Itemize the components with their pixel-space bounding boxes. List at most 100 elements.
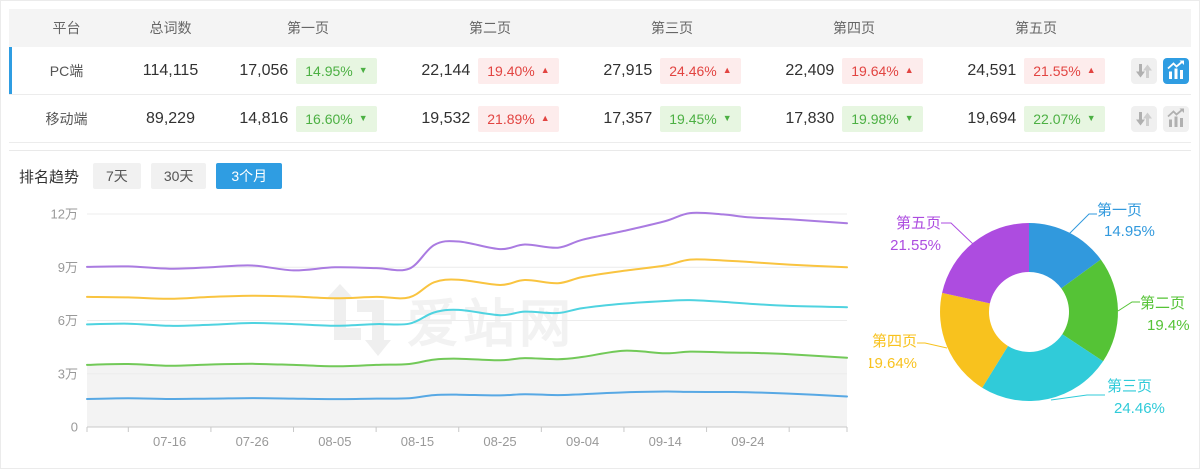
change-badge: 22.07% ▼ [1024, 105, 1105, 132]
page4-cell: 22,409 19.64% ▲ [763, 57, 945, 84]
col-header-page4: 第四页 [833, 20, 875, 36]
page1-value: 17,056 [239, 61, 289, 79]
col-header-platform: 平台 [52, 20, 81, 36]
page5-cell: 19,694 22.07% ▼ [945, 105, 1127, 132]
trend-chart-icon[interactable] [1163, 57, 1189, 84]
page2-value: 19,532 [421, 109, 471, 127]
donut-slice-3 [940, 292, 1008, 388]
col-header-total: 总词数 [149, 20, 192, 36]
y-axis-label: 12万 [51, 207, 78, 222]
donut-label-leader-2 [1050, 394, 1105, 401]
total-words-value: 89,229 [146, 109, 195, 127]
sort-arrows-icon[interactable] [1131, 57, 1157, 84]
tab-7days[interactable]: 7天 [93, 163, 141, 189]
trend-arrow-icon: ▲ [540, 65, 550, 75]
trend-line-1 [86, 349, 848, 368]
trend-arrow-icon: ▼ [722, 113, 732, 123]
sort-arrows-icon[interactable] [1131, 105, 1157, 132]
donut-label-leader-4 [941, 222, 974, 245]
trend-line-3 [86, 258, 848, 300]
page1-cell: 17,056 14.95% ▼ [217, 57, 399, 84]
change-badge: 19.45% ▼ [660, 105, 741, 132]
trend-arrow-icon: ▼ [1086, 113, 1096, 123]
donut-label-name-3: 第四页 [872, 332, 917, 350]
trend-arrow-icon: ▲ [904, 65, 914, 75]
donut-slice-1 [1061, 259, 1118, 362]
donut-slice-0 [1029, 223, 1101, 289]
trend-line-chart-area: 爱站网 0 3万 6万 9万 12万 07-16 07-26 08-05 08-15 08-25 0… [9, 194, 869, 468]
page2-cell: 19,532 21.89% ▲ [399, 105, 581, 132]
trend-line-4 [86, 211, 848, 272]
trend-section: 排名趋势 7天 30天 3个月 爱站网 0 3万 6万 9万 12万 07-16 07-26… [9, 150, 1193, 468]
platform-label: PC端 [49, 62, 84, 79]
change-badge: 21.55% ▲ [1024, 57, 1105, 84]
col-header-page3: 第三页 [651, 20, 693, 36]
donut-slice-2 [982, 334, 1104, 401]
x-axis-label: 08-25 [483, 434, 516, 449]
x-axis-label: 07-26 [236, 434, 269, 449]
change-badge: 14.95% ▼ [296, 57, 377, 84]
trend-arrow-icon: ▲ [1086, 65, 1096, 75]
trend-arrow-icon: ▼ [358, 65, 368, 75]
table-row-pc[interactable]: PC端 114,115 17,056 14.95% ▼ 22,144 19.40%… [9, 47, 1191, 95]
donut-label-pct-2: 24.46% [1114, 400, 1165, 417]
x-axis-label: 09-24 [731, 434, 764, 449]
page2-value: 22,144 [421, 61, 471, 79]
y-axis-label: 9万 [58, 260, 78, 275]
area-under-1 [87, 350, 847, 427]
col-header-page2: 第二页 [469, 20, 511, 36]
change-badge: 21.89% ▲ [478, 105, 559, 132]
table-header-row: 平台 总词数 第一页 第二页 第三页 第四页 第五页 [9, 9, 1191, 47]
donut-label-name-1: 第二页 [1140, 294, 1185, 312]
page-distribution-donut-area: 第一页 14.95% 第二页 19.4% 第三页 24.46% 第四页 19.64% 第五页 21… [869, 194, 1193, 468]
trend-title: 排名趋势 [19, 168, 80, 186]
trend-header: 排名趋势 7天 30天 3个月 [9, 162, 1191, 190]
page3-value: 17,357 [603, 109, 653, 127]
change-badge: 19.64% ▲ [842, 57, 923, 84]
row-actions [1127, 105, 1191, 132]
trend-arrow-icon: ▲ [540, 113, 550, 123]
change-badge: 19.98% ▼ [842, 105, 923, 132]
page5-value: 19,694 [967, 109, 1017, 127]
donut-label-name-4: 第五页 [896, 214, 941, 232]
change-badge: 24.46% ▲ [660, 57, 741, 84]
trend-line-2 [86, 299, 848, 327]
tab-3months[interactable]: 3个月 [216, 163, 283, 189]
x-axis-label: 08-15 [401, 434, 434, 449]
y-axis-label: 6万 [58, 313, 78, 328]
page1-cell: 14,816 16.60% ▼ [217, 105, 399, 132]
change-badge: 16.60% ▼ [296, 105, 377, 132]
y-axis-label: 3万 [58, 366, 78, 381]
page3-cell: 27,915 24.46% ▲ [581, 57, 763, 84]
donut-label-pct-3: 19.64% [869, 355, 917, 372]
change-badge: 19.40% ▲ [478, 57, 559, 84]
tab-30days[interactable]: 30天 [150, 163, 207, 189]
page3-value: 27,915 [603, 61, 653, 79]
table-row-mobile[interactable]: 移动端 89,229 14,816 16.60% ▼ 19,532 21.89% ▲… [9, 95, 1191, 143]
donut-label-leader-3 [917, 342, 948, 349]
col-header-page1: 第一页 [287, 20, 329, 36]
donut-label-pct-0: 14.95% [1104, 223, 1155, 240]
page4-cell: 17,830 19.98% ▼ [763, 105, 945, 132]
page4-value: 22,409 [785, 61, 835, 79]
row-actions [1127, 57, 1191, 84]
x-axis-label: 09-14 [649, 434, 682, 449]
page5-cell: 24,591 21.55% ▲ [945, 57, 1127, 84]
donut-label-name-2: 第三页 [1107, 377, 1152, 395]
y-axis-label: 0 [71, 420, 78, 435]
page4-value: 17,830 [785, 109, 835, 127]
page2-cell: 22,144 19.40% ▲ [399, 57, 581, 84]
page5-value: 24,591 [967, 61, 1017, 79]
page-distribution-donut: 第一页 14.95% 第二页 19.4% 第三页 24.46% 第四页 19.64% 第五页 21… [869, 201, 1190, 417]
trend-arrow-icon: ▼ [358, 113, 368, 123]
col-header-page5: 第五页 [1015, 20, 1057, 36]
trend-chart-icon[interactable] [1163, 105, 1189, 132]
donut-label-name-0: 第一页 [1097, 201, 1142, 219]
x-axis-label: 07-16 [153, 434, 186, 449]
total-words-value: 114,115 [142, 61, 199, 79]
donut-label-leader-0 [1068, 213, 1097, 235]
trend-arrow-icon: ▼ [904, 113, 914, 123]
donut-label-pct-1: 19.4% [1147, 317, 1190, 334]
x-axis-label: 09-04 [566, 434, 599, 449]
